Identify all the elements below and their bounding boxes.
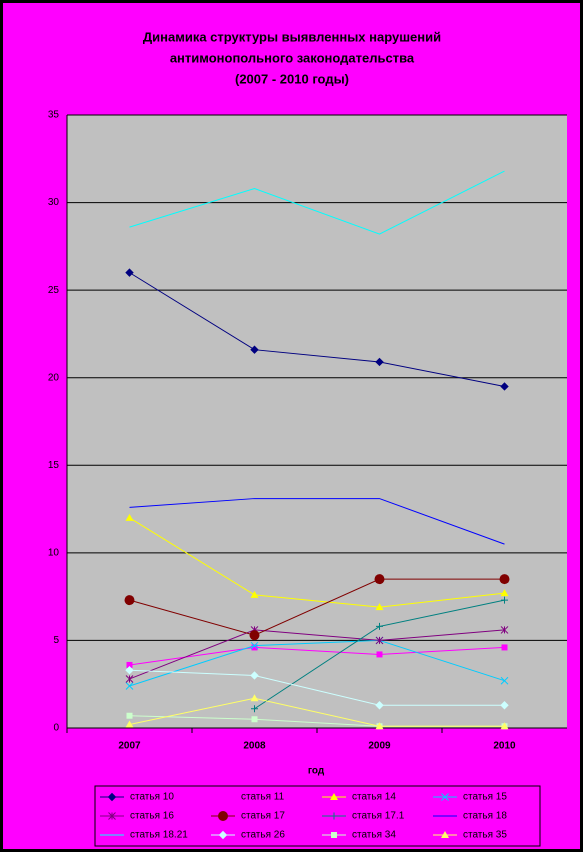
legend-label: статья 18.21 xyxy=(130,830,188,841)
legend-box xyxy=(94,785,541,847)
marker xyxy=(375,636,384,645)
marker xyxy=(125,268,134,277)
marker xyxy=(251,705,258,713)
marker xyxy=(251,716,258,723)
series-line xyxy=(129,272,505,387)
legend-label: статья 15 xyxy=(463,792,507,803)
x-tick-label: 2007 xyxy=(118,741,141,752)
legend-label: статья 11 xyxy=(241,792,285,803)
legend-marker xyxy=(441,793,449,801)
marker xyxy=(500,382,509,391)
legend-marker xyxy=(441,831,449,838)
marker xyxy=(375,701,384,710)
y-tick-label: 15 xyxy=(48,460,60,471)
series-line xyxy=(129,639,505,687)
series-line xyxy=(129,697,505,727)
y-tick-label: 0 xyxy=(53,723,59,734)
marker xyxy=(500,589,509,597)
legend-marker xyxy=(330,812,338,820)
marker xyxy=(126,712,133,719)
marker xyxy=(250,641,259,650)
legend-marker xyxy=(218,811,228,821)
x-axis-title: год xyxy=(308,766,325,777)
series-line xyxy=(129,517,505,608)
marker xyxy=(501,596,508,604)
marker xyxy=(249,630,260,641)
series-line xyxy=(129,170,505,235)
marker xyxy=(250,345,259,354)
marker xyxy=(251,644,258,651)
legend-marker xyxy=(218,830,228,840)
marker xyxy=(500,722,509,730)
legend-marker xyxy=(108,812,116,820)
y-tick-label: 25 xyxy=(48,285,60,296)
chart-title: (2007 - 2010 годы) xyxy=(235,71,349,86)
marker xyxy=(125,675,134,683)
marker xyxy=(374,574,385,585)
legend-label: статья 34 xyxy=(352,830,396,841)
y-tick-label: 30 xyxy=(48,197,60,208)
series-line xyxy=(129,578,505,636)
marker xyxy=(500,701,509,710)
legend-label: статья 26 xyxy=(241,830,285,841)
marker xyxy=(499,574,510,585)
marker xyxy=(124,595,135,606)
marker xyxy=(501,644,508,651)
marker xyxy=(375,357,384,367)
chart-title: антимонопольного законодательства xyxy=(170,50,415,65)
marker xyxy=(500,676,509,685)
legend-label: статья 18 xyxy=(463,811,507,822)
legend-marker xyxy=(330,793,338,800)
y-tick-label: 10 xyxy=(48,547,60,558)
y-tick-label: 5 xyxy=(53,635,59,646)
legend-label: статья 35 xyxy=(463,830,507,841)
series-line xyxy=(129,646,505,666)
legend-label: статья 17.1 xyxy=(352,811,405,822)
marker xyxy=(250,694,259,702)
x-tick-label: 2008 xyxy=(243,741,266,752)
legend-label: статья 10 xyxy=(130,792,174,803)
marker xyxy=(376,651,383,658)
series-line xyxy=(129,669,505,706)
chart-title: Динамика структуры выявленных нарушений xyxy=(143,29,441,44)
x-tick-label: 2010 xyxy=(493,741,516,752)
legend-marker xyxy=(107,792,117,802)
legend-label: статья 17 xyxy=(241,811,285,822)
series-line xyxy=(129,629,505,680)
y-tick-label: 35 xyxy=(48,110,60,121)
marker xyxy=(250,671,259,680)
marker xyxy=(376,622,383,630)
marker xyxy=(125,720,134,728)
marker xyxy=(125,665,134,675)
legend-marker xyxy=(331,832,337,838)
marker xyxy=(500,626,509,634)
marker xyxy=(375,722,384,730)
plot-area xyxy=(67,115,567,728)
marker xyxy=(125,513,134,521)
y-tick-label: 20 xyxy=(48,372,60,383)
legend-marker xyxy=(220,794,226,800)
marker xyxy=(126,661,133,668)
legend-label: статья 14 xyxy=(352,792,396,803)
marker xyxy=(125,682,134,690)
series-line xyxy=(129,498,505,545)
marker xyxy=(250,590,259,598)
marker xyxy=(375,603,384,611)
x-tick-label: 2009 xyxy=(368,741,391,752)
legend-label: статья 16 xyxy=(130,811,174,822)
